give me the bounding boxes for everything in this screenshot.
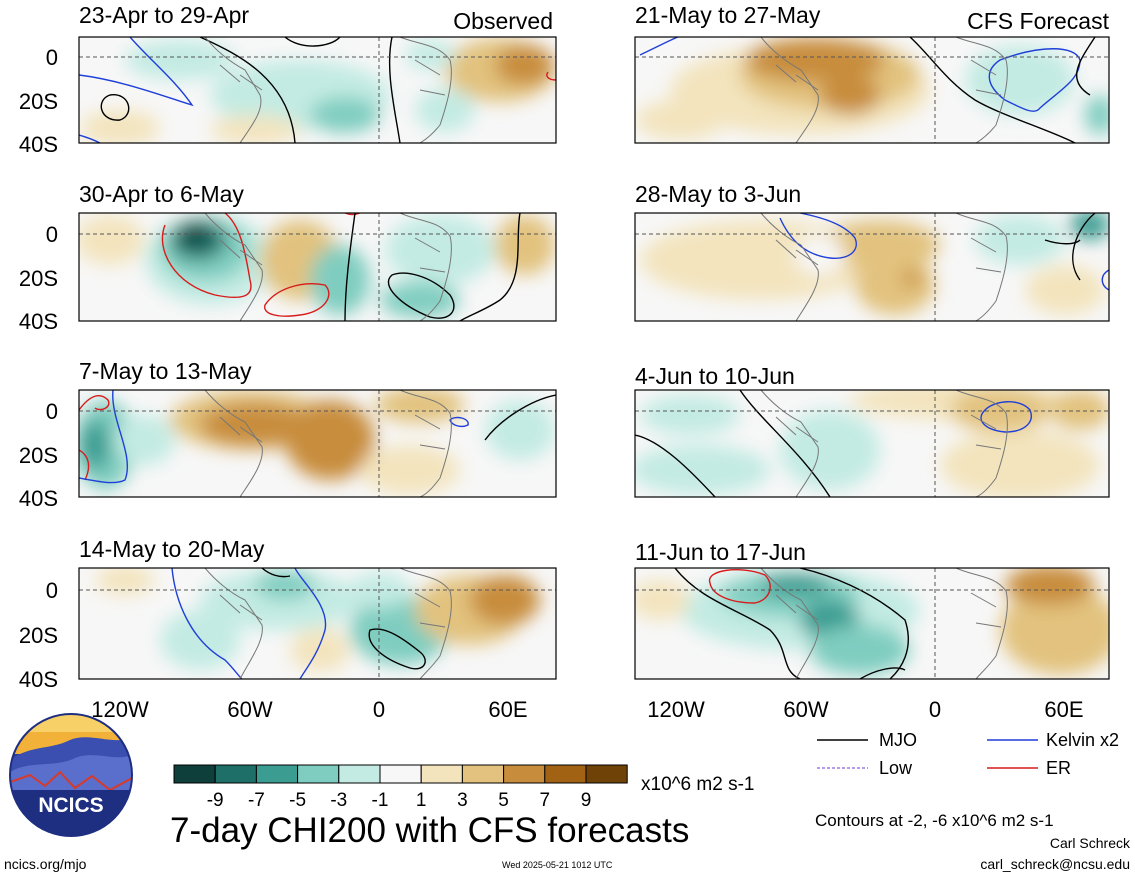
ncics-logo: NCICS	[9, 713, 133, 837]
lon-label: 60E	[1044, 697, 1083, 722]
colorbar-tick-label: -1	[372, 790, 389, 811]
lat-label: 40S	[19, 486, 58, 511]
longitude-axis: 120W 60W 0 60E 120W 60W 0 60E	[91, 697, 1083, 722]
figure-title: 7-day CHI200 with CFS forecasts	[170, 811, 689, 850]
lon-label: 0	[929, 697, 941, 722]
panel-period-observed-3: 7-May to 13-May	[79, 358, 252, 384]
colorbar-swatch	[173, 764, 216, 784]
colorbar-tick-label: 1	[416, 790, 427, 811]
colorbar-tick-label: 5	[498, 790, 509, 811]
author-email[interactable]: carl_schreck@ncsu.edu	[980, 856, 1130, 872]
panel-period-forecast-3: 4-Jun to 10-Jun	[635, 363, 795, 389]
legend-label-mjo: MJO	[879, 730, 917, 750]
panel-period-forecast-2: 28-May to 3-Jun	[635, 181, 801, 207]
map-panel-observed-4	[78, 567, 557, 680]
lat-label: 0	[46, 399, 58, 424]
colorbar-tick-label: 9	[581, 790, 592, 811]
lat-label: 40S	[19, 309, 58, 334]
colorbar-tick-label: 3	[457, 790, 468, 811]
panel-period-forecast-4: 11-Jun to 17-Jun	[635, 539, 806, 565]
panel-tag-forecast: CFS Forecast	[967, 8, 1109, 34]
lon-label: 120W	[91, 697, 149, 722]
legend-label-kelvin: Kelvin x2	[1046, 730, 1119, 750]
author-name: Carl Schreck	[1050, 835, 1131, 851]
colorbar-swatch	[461, 764, 505, 784]
contour-legend: MJO Kelvin x2 Low ER	[817, 730, 1119, 778]
lat-label: 0	[46, 578, 58, 603]
colorbar-swatch	[214, 764, 257, 784]
colorbar-tick-label: -7	[248, 790, 265, 811]
colorbar-swatches	[173, 764, 628, 784]
panel-period-observed-2: 30-Apr to 6-May	[79, 181, 244, 207]
lon-label: 60W	[227, 697, 272, 722]
colorbar-swatch	[585, 764, 628, 784]
colorbar-swatch	[379, 764, 422, 784]
lat-label: 20S	[19, 443, 58, 468]
colorbar-swatch	[255, 764, 299, 784]
map-panel-observed-1	[78, 36, 557, 144]
lat-label: 20S	[19, 89, 58, 114]
panel-period-observed-4: 14-May to 20-May	[79, 536, 265, 562]
colorbar: -9 -7 -5 -3 -1 1 3 5 7 9 x10^6 m2 s-1	[173, 764, 754, 811]
colorbar-tick-label: 7	[540, 790, 551, 811]
lon-label: 60E	[488, 697, 527, 722]
lat-label: 20S	[19, 266, 58, 291]
panel-period-forecast-1: 21-May to 27-May	[635, 2, 821, 28]
latitude-axis: 0 20S 40S 0 20S 40S 0 20S 40S 0 20S 40S	[19, 45, 58, 692]
colorbar-tick-label: -5	[289, 790, 306, 811]
panel-tag-observed: Observed	[453, 8, 553, 34]
legend-label-low: Low	[879, 758, 913, 778]
lat-label: 40S	[19, 667, 58, 692]
logo-text: NCICS	[38, 794, 103, 817]
map-panel-forecast-3	[634, 389, 1110, 498]
legend-label-er: ER	[1046, 758, 1071, 778]
lon-label: 120W	[647, 697, 705, 722]
colorbar-unit: x10^6 m2 s-1	[641, 774, 754, 795]
panel-period-observed-1: 23-Apr to 29-Apr	[79, 2, 249, 28]
colorbar-swatch	[338, 764, 381, 784]
map-panel-forecast-2	[634, 212, 1110, 322]
colorbar-swatch	[544, 764, 587, 784]
colorbar-ticks: -9 -7 -5 -3 -1 1 3 5 7 9	[207, 790, 592, 811]
lat-label: 40S	[19, 132, 58, 157]
colorbar-swatch	[503, 764, 546, 784]
map-panel-forecast-1	[634, 36, 1110, 144]
map-panel-observed-3	[78, 389, 557, 498]
colorbar-tick-label: -3	[330, 790, 347, 811]
contour-note: Contours at -2, -6 x10^6 m2 s-1	[815, 811, 1054, 830]
lon-label: 60W	[783, 697, 828, 722]
colorbar-tick-label: -9	[207, 790, 224, 811]
map-panel-observed-2	[78, 212, 557, 322]
lat-label: 0	[46, 45, 58, 70]
lon-label: 0	[373, 697, 385, 722]
timestamp: Wed 2025-05-21 1012 UTC	[502, 860, 613, 870]
lat-label: 0	[46, 222, 58, 247]
colorbar-swatch	[297, 764, 340, 784]
map-panel-forecast-4	[634, 567, 1110, 680]
colorbar-swatch	[420, 764, 463, 784]
site-url[interactable]: ncics.org/mjo	[4, 856, 87, 872]
lat-label: 20S	[19, 623, 58, 648]
